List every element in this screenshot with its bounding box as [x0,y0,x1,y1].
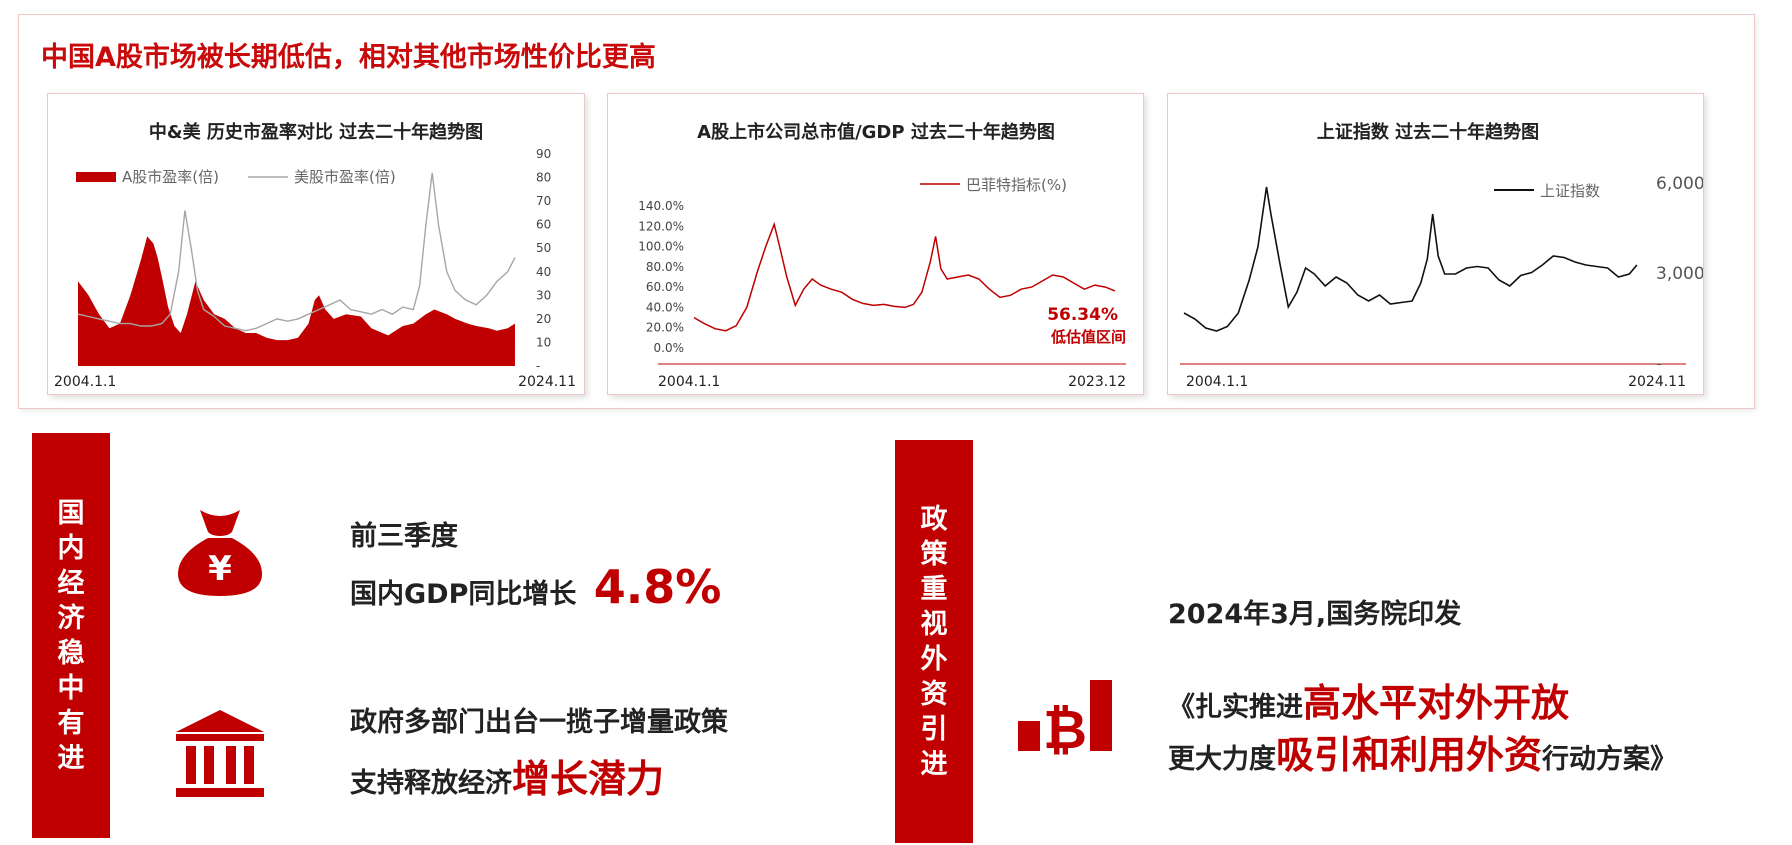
x-end-label: 2023.12 [1068,374,1126,390]
pe-comparison-chart: 中&美 历史市盈率对比 过去二十年趋势图908070605040302010-2… [54,121,576,390]
x-end-label: 2024.11 [518,374,576,390]
shanghai-index-chart: 上证指数 过去二十年趋势图 6,000 3,000 - 2004.1.1 2024.11 上… [1180,121,1703,390]
y-tick-label: 0.0% [654,341,685,355]
y-tick-label: 20 [536,312,551,326]
y-tick-label: 90 [536,147,551,161]
gdp-period-text: 前三季度 [350,521,458,552]
x-start-label: 2004.1.1 [54,374,116,390]
action-plan-line2-start: 更大力度 [1168,744,1276,775]
growth-potential-highlight: 增长潜力 [512,757,665,801]
page-title: 中国A股市场被长期低估，相对其他市场性价比更高 [41,42,656,73]
legend-label-buffett: 巴菲特指标(%) [966,176,1067,194]
y-tick-label: 120.0% [638,219,684,233]
y-tick-label: 40.0% [646,300,684,314]
state-council-date: 2024年3月,国务院印发 [1168,599,1462,630]
y-tick-label: 50 [536,241,551,255]
legend-label-a-share: A股市盈率(倍) [122,168,219,186]
action-plan-title-line1: 《扎实推进高水平对外开放 [1168,672,1569,727]
y-tick-label: 140.0% [638,199,684,213]
gdp-growth-value: 4.8% [593,560,722,614]
chart-title: A股上市公司总市值/GDP 过去二十年趋势图 [697,121,1055,143]
series-line-us-pe [77,172,516,332]
y-tick-label: 100.0% [638,240,684,254]
y-tick-label: 40 [536,265,551,279]
series-area-a-share-pe [78,236,515,366]
y-tick-label: 60 [536,218,551,232]
svg-text:¥: ¥ [208,549,232,589]
y-tick-label: 20.0% [646,321,684,335]
policy-text-line2: 支持释放经济增长潜力 [350,748,664,803]
y-tick-label: 6,000 [1656,174,1703,194]
legend-swatch-a-share [76,172,116,182]
x-start-label: 2004.1.1 [1186,374,1248,390]
bitcoin-chart-icon: ₿ [1018,680,1112,756]
chart-card-shanghai-index: 上证指数 过去二十年趋势图 6,000 3,000 - 2004.1.1 2024.11 上… [1167,93,1704,395]
annotation-value: 56.34% [1047,305,1118,325]
action-plan-end: 行动方案》 [1542,744,1678,775]
legend-label-us: 美股市盈率(倍) [294,168,396,186]
domestic-economy-label: 国内经济稳中有进 [32,433,110,838]
y-tick-label: - [536,359,540,373]
foreign-investment-label: 政策重视外资引进 [895,440,973,843]
y-tick-label: 60.0% [646,280,684,294]
y-tick-label: 10 [536,335,551,349]
x-start-label: 2004.1.1 [658,374,720,390]
policy-text-prefix: 支持释放经济 [350,768,512,799]
high-level-opening-highlight: 高水平对外开放 [1303,681,1570,725]
money-bag-icon: ¥ [178,510,262,596]
gdp-growth-label: 国内GDP同比增长 [350,579,577,610]
attract-foreign-investment-highlight: 吸引和利用外资 [1276,733,1543,777]
buffett-indicator-chart: A股上市公司总市值/GDP 过去二十年趋势图 140.0% 120.0% 100.0%… [638,121,1126,390]
y-tick-label: 80 [536,171,551,185]
y-tick-label: 70 [536,194,551,208]
chart-title: 上证指数 过去二十年趋势图 [1317,121,1539,143]
series-line-buffett [693,221,1116,332]
y-tick-label: 80.0% [646,260,684,274]
y-tick-label: 3,000 [1656,264,1703,284]
chart-card-buffett-indicator: A股上市公司总市值/GDP 过去二十年趋势图 140.0% 120.0% 100.0%… [607,93,1144,395]
action-plan-title-line2: 更大力度吸引和利用外资行动方案》 [1168,724,1677,779]
top-panel: 中国A股市场被长期低估，相对其他市场性价比更高 中&美 历史市盈率对比 过去二十… [18,14,1755,409]
action-plan-open: 《扎实推进 [1168,692,1303,723]
y-tick-label: 30 [536,288,551,302]
annotation-text: 低估值区间 [1050,328,1126,346]
policy-text-line1: 政府多部门出台一揽子增量政策 [350,707,728,738]
legend-label-shanghai: 上证指数 [1540,182,1600,200]
chart-title: 中&美 历史市盈率对比 过去二十年趋势图 [149,121,483,143]
y-tick-label: - [1656,354,1662,374]
svg-text:₿: ₿ [1043,698,1087,756]
chart-card-pe-comparison: 中&美 历史市盈率对比 过去二十年趋势图 90 80 70 60 50 40 30 20 10-2… [47,93,585,395]
gdp-growth-line: 国内GDP同比增长 4.8% [350,560,721,614]
x-end-label: 2024.11 [1628,374,1686,390]
bank-building-icon [176,710,264,797]
series-line-shanghai [1183,186,1638,332]
